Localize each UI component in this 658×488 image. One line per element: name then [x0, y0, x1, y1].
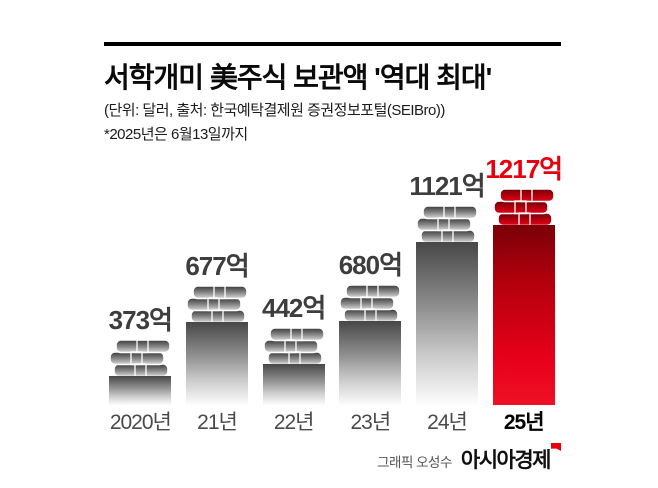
bar-value-label: 677억	[185, 251, 249, 281]
bar-column: 677억 21년	[179, 246, 256, 435]
brand-logo: 아시아경제	[460, 443, 561, 474]
money-stack-icon	[186, 285, 248, 324]
bar	[109, 376, 172, 405]
bar-value-label: 680억	[338, 250, 403, 280]
bar	[492, 225, 555, 405]
footer: 그래픽 오성수 아시아경제	[377, 443, 561, 474]
bar-value-label: 373억	[108, 305, 173, 335]
graphic-credit: 그래픽 오성수	[377, 455, 452, 470]
bar-column: 373억 2020년	[102, 300, 179, 435]
top-rule	[104, 42, 561, 46]
money-stack-icon	[492, 188, 555, 227]
bar-column: 1121억 24년	[409, 166, 485, 435]
bar-category-label: 23년	[350, 411, 392, 434]
bar-category-label: 24년	[427, 411, 468, 434]
bar	[186, 322, 248, 405]
brand-name: 아시아경제	[460, 449, 552, 472]
bar-column: 442억 22년	[255, 288, 332, 435]
bar	[262, 364, 325, 405]
bar-category-label: 25년	[503, 411, 545, 434]
money-stack-icon	[109, 339, 172, 378]
money-stack-icon	[262, 327, 325, 366]
bar-chart: 373억 2020년 677억 21년 442억 22년 680억 23년 1121억 24년 12…	[102, 148, 563, 435]
bar	[416, 242, 479, 405]
bar-value-label: 1217억	[485, 154, 563, 184]
brand-mark-icon	[551, 443, 561, 451]
bar-category-label: 22년	[273, 411, 315, 434]
bar-value-label: 1121억	[409, 171, 485, 201]
bar-value-label: 442억	[262, 293, 326, 323]
bar	[339, 321, 402, 405]
chart-subtitle: (단위: 달러, 출처: 한국예탁결제원 증권정보포털(SEIBro))	[104, 102, 445, 119]
bar-column: 1217억 25년	[485, 149, 563, 435]
chart-note: *2025년은 6월13일까지	[104, 126, 248, 143]
page-title: 서학개미 美주식 보관액 '역대 최대'	[104, 62, 492, 93]
money-stack-icon	[416, 205, 478, 244]
bar-category-label: 2020년	[109, 411, 172, 434]
money-stack-icon	[339, 284, 402, 323]
bar-column: 680억 23년	[332, 245, 409, 435]
bar-category-label: 21년	[197, 411, 238, 434]
